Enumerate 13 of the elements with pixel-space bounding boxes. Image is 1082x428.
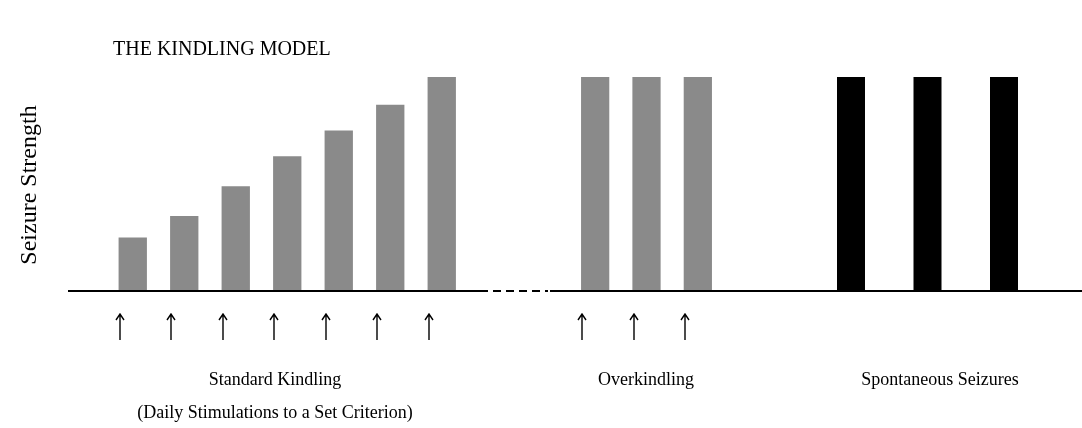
y-axis-title: Seizure Strength bbox=[15, 105, 42, 265]
text: (Daily Stimulations to a Set Criterion) bbox=[137, 401, 413, 423]
text: Spontaneous Seizures bbox=[861, 368, 1019, 390]
bar bbox=[221, 186, 250, 291]
bar bbox=[324, 130, 353, 291]
bar bbox=[118, 237, 147, 291]
bar bbox=[273, 156, 302, 291]
text: Standard Kindling bbox=[208, 368, 342, 390]
bar bbox=[170, 216, 199, 291]
chart-title: THE KINDLING MODEL bbox=[113, 37, 331, 60]
text: Overkindling bbox=[598, 368, 694, 390]
bar bbox=[427, 77, 456, 291]
bar bbox=[376, 104, 405, 291]
